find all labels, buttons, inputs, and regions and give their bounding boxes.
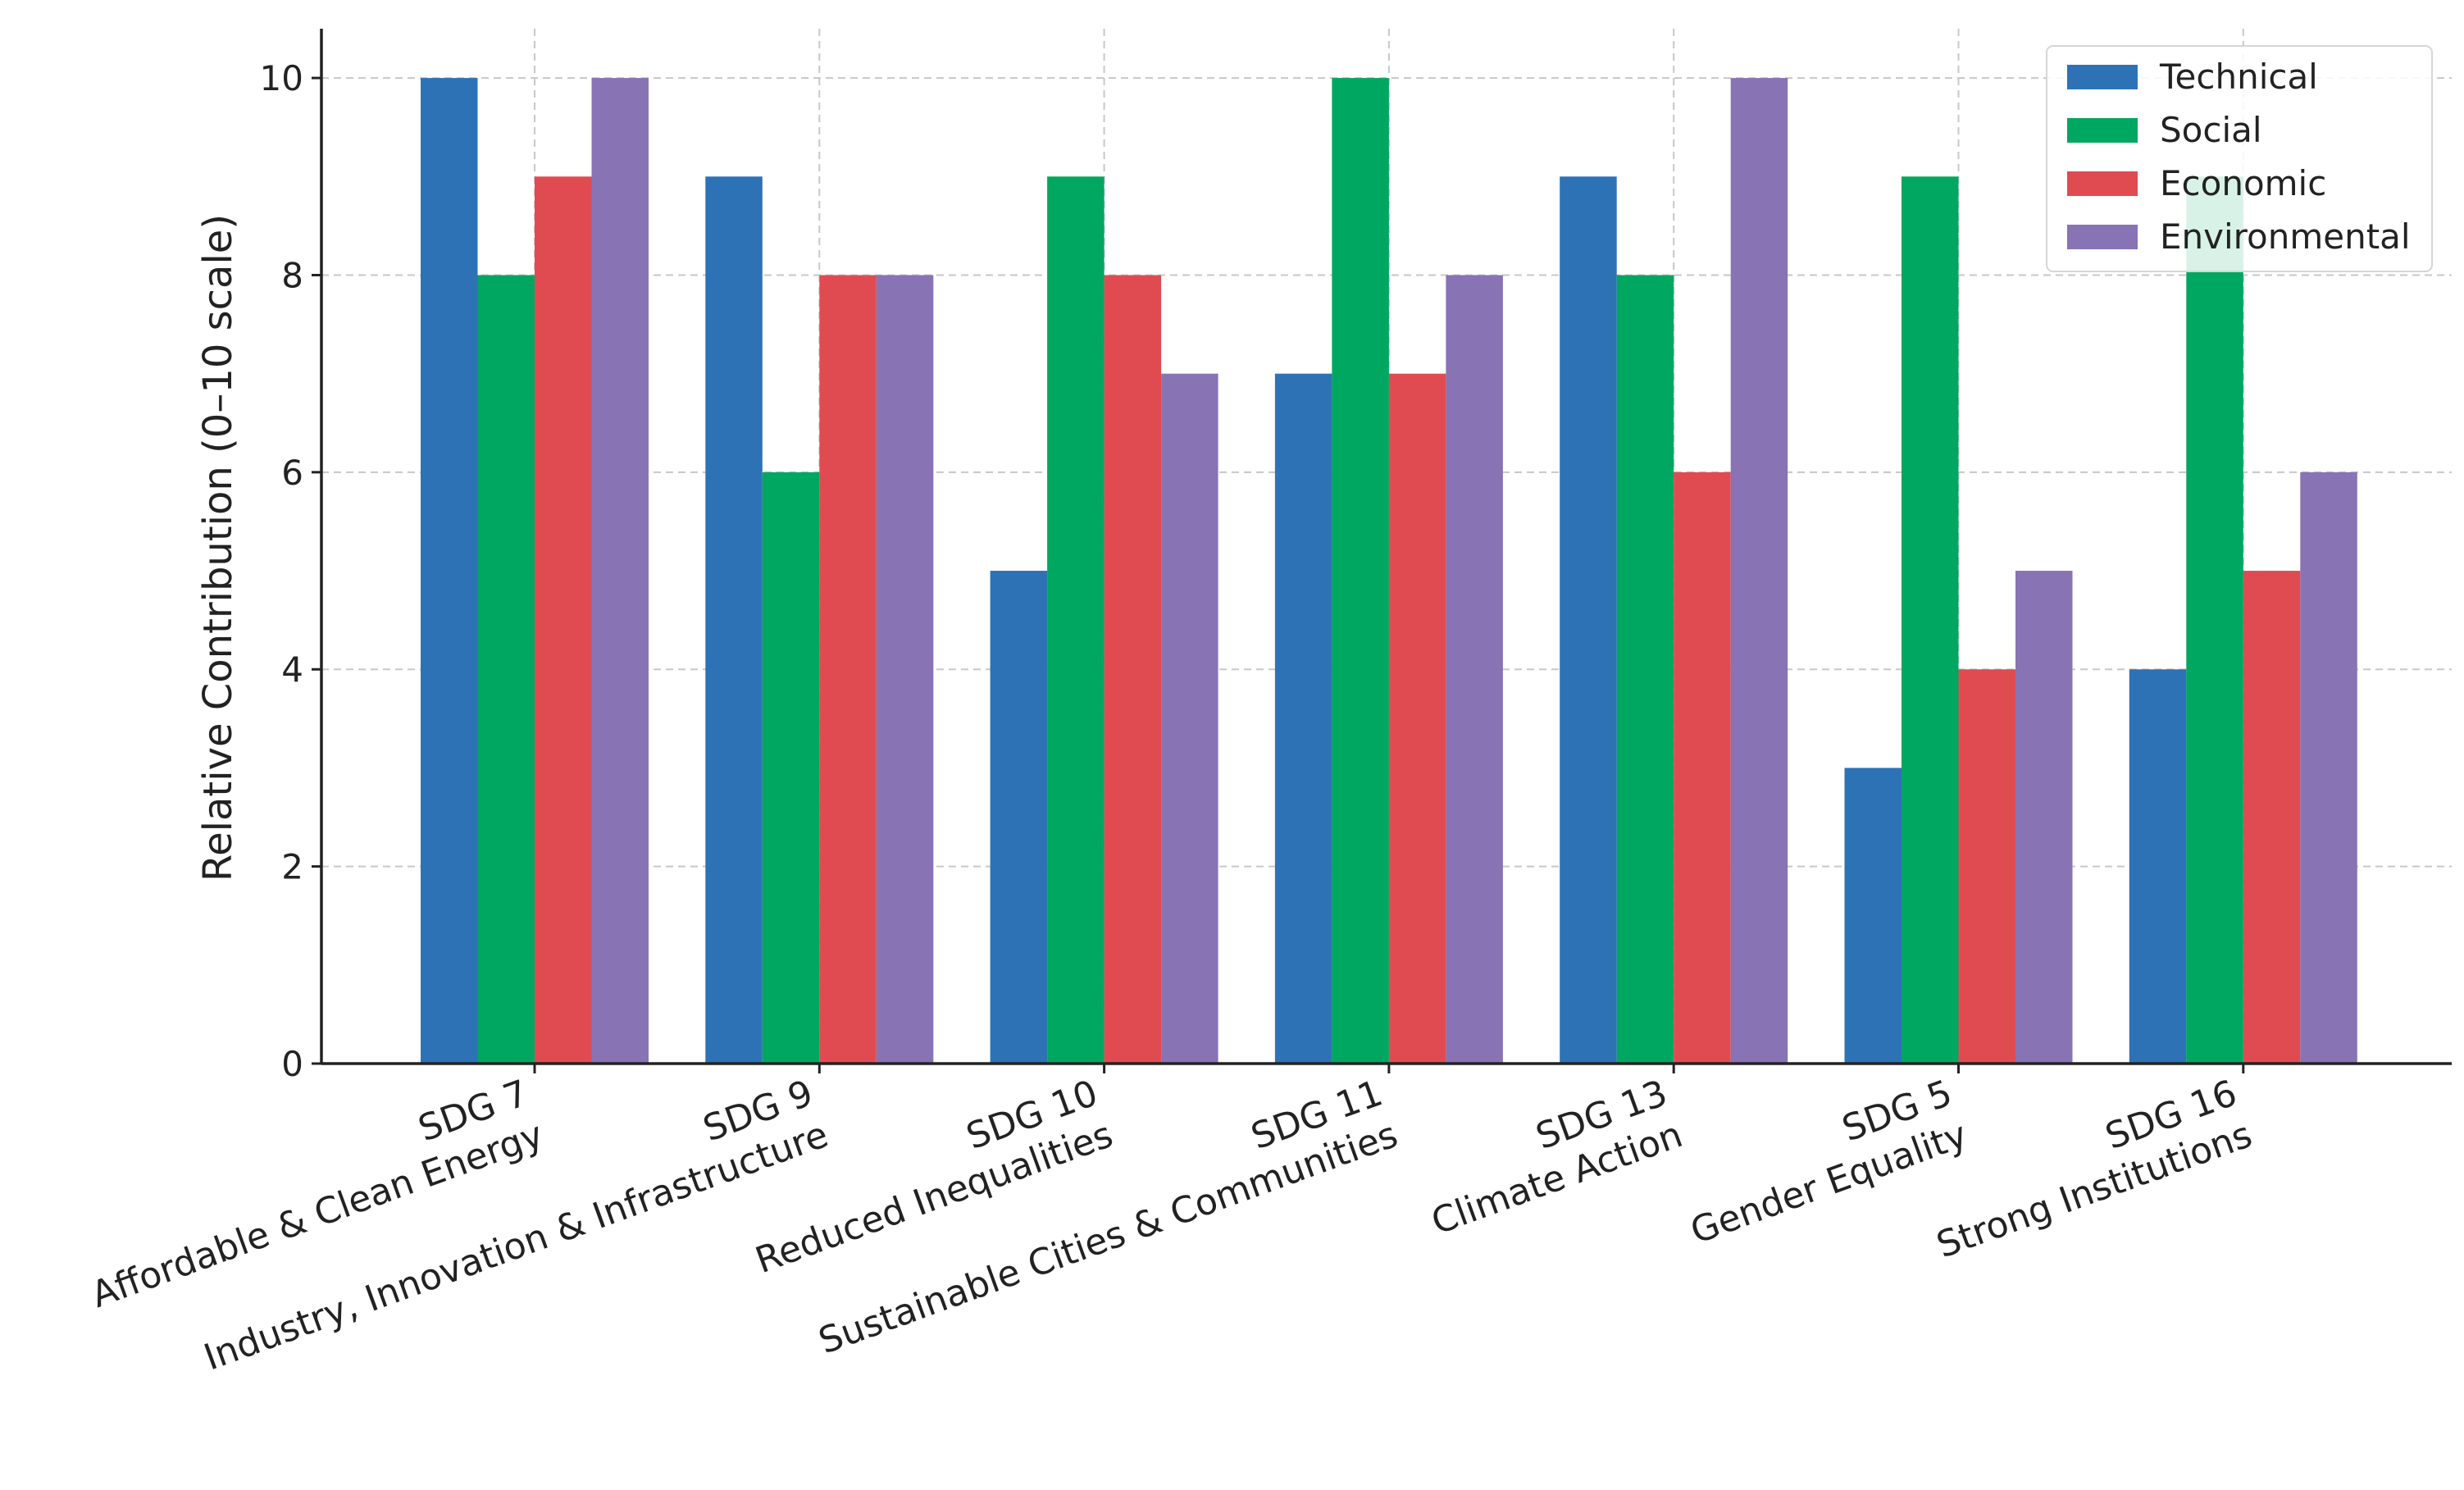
bar-environmental-6 — [2300, 472, 2357, 1064]
bar-environmental-2 — [1161, 373, 1218, 1064]
legend-swatch — [2067, 171, 2138, 196]
legend-swatch — [2067, 225, 2138, 249]
bar-technical-0 — [421, 78, 478, 1064]
y-tick-label: 10 — [260, 58, 303, 98]
bar-social-4 — [1616, 275, 1674, 1064]
legend-item-economic: Economic — [2067, 163, 2326, 203]
legend-label: Technical — [2159, 57, 2318, 97]
legend-swatch — [2067, 118, 2138, 143]
bar-social-2 — [1047, 176, 1104, 1064]
y-tick-label: 6 — [281, 453, 303, 493]
legend-label: Social — [2160, 110, 2262, 150]
legend-label: Economic — [2160, 163, 2326, 203]
legend-label: Environmental — [2160, 216, 2411, 257]
bar-economic-1 — [819, 275, 877, 1064]
bar-technical-4 — [1560, 176, 1617, 1064]
bars — [421, 78, 2357, 1064]
x-category-name: Strong Institutions — [1931, 1114, 2257, 1266]
bar-environmental-0 — [591, 78, 649, 1064]
bar-environmental-4 — [1730, 78, 1788, 1064]
bar-social-1 — [762, 472, 820, 1064]
axes — [312, 29, 2452, 1073]
bar-environmental-3 — [1446, 275, 1503, 1064]
y-tick-label: 0 — [281, 1044, 303, 1084]
bar-social-3 — [1332, 78, 1389, 1064]
legend-item-environmental: Environmental — [2067, 216, 2411, 257]
bar-environmental-1 — [876, 275, 934, 1064]
legend-item-technical: Technical — [2067, 57, 2318, 97]
bar-economic-3 — [1388, 373, 1446, 1064]
bar-economic-6 — [2243, 571, 2301, 1064]
y-tick-label: 8 — [281, 255, 303, 295]
bar-environmental-5 — [2015, 571, 2073, 1064]
bar-economic-5 — [1958, 669, 2015, 1064]
bar-technical-3 — [1274, 373, 1332, 1064]
bar-technical-2 — [990, 571, 1048, 1064]
x-category-name: Gender Equality — [1685, 1114, 1973, 1252]
legend: Technical Social Economic Environmental — [2046, 45, 2433, 272]
bar-social-0 — [477, 275, 535, 1064]
legend-item-social: Social — [2067, 110, 2262, 150]
y-axis-label: Relative Contribution (0–10 scale) — [195, 214, 241, 882]
x-category-name: Affordable & Clean Energy — [86, 1114, 549, 1316]
legend-swatch — [2067, 65, 2138, 89]
y-tick-label: 4 — [281, 649, 303, 690]
bar-economic-2 — [1104, 275, 1162, 1064]
bar-technical-1 — [705, 176, 763, 1064]
legend-frame — [2046, 45, 2433, 272]
bar-technical-6 — [2129, 669, 2187, 1064]
y-tick-label: 2 — [281, 847, 303, 887]
bar-technical-5 — [1844, 768, 1902, 1064]
bar-social-6 — [2186, 176, 2243, 1064]
bar-social-5 — [1902, 176, 1959, 1064]
y-tick-labels: 0 2 4 6 8 10 — [260, 58, 303, 1084]
bar-economic-0 — [535, 176, 592, 1064]
bar-economic-4 — [1674, 472, 1731, 1064]
